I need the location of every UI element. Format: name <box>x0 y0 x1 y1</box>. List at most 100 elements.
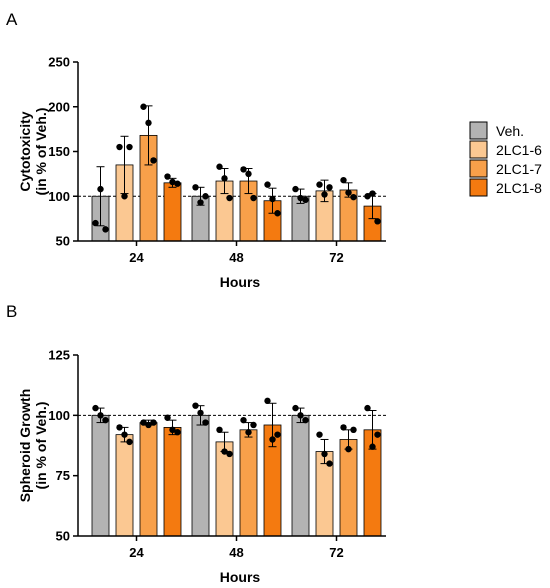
y-axis-title-line: (in % of Veh.) <box>33 402 49 490</box>
legend-label-2lc1-7: 2LC1-7 <box>496 161 542 177</box>
data-point <box>140 419 147 426</box>
bar <box>291 414 310 537</box>
x-tick-label: 72 <box>329 250 343 265</box>
y-tick-label: 100 <box>48 189 70 204</box>
data-point <box>221 175 228 182</box>
data-point <box>221 448 228 455</box>
x-axis-title: Hours <box>220 569 261 585</box>
data-point <box>197 409 204 417</box>
data-point <box>116 424 123 431</box>
data-point <box>374 218 381 225</box>
x-tick-label: 24 <box>129 250 144 265</box>
y-axis-title: Cytotoxicity(in % of Veh.) <box>17 108 49 196</box>
x-tick-label: 48 <box>229 545 243 560</box>
legend-label-2lc1-6: 2LC1-6 <box>496 142 542 158</box>
bar <box>163 182 182 242</box>
data-point <box>245 429 252 436</box>
data-point <box>164 173 171 180</box>
data-point <box>364 193 371 200</box>
data-point <box>340 424 347 431</box>
data-point <box>240 166 247 173</box>
bar <box>91 414 110 537</box>
data-point <box>202 419 209 426</box>
data-point <box>216 163 223 170</box>
data-point <box>216 426 223 434</box>
legend-label-2lc1-8: 2LC1-8 <box>496 180 542 196</box>
data-point <box>164 414 171 421</box>
data-point <box>326 460 333 467</box>
data-point <box>121 431 128 438</box>
data-point <box>369 190 376 197</box>
legend-label-veh: Veh. <box>496 123 524 139</box>
data-point <box>140 103 147 110</box>
bar <box>115 434 134 537</box>
data-point <box>150 157 157 164</box>
y-tick-label: 75 <box>56 468 70 483</box>
data-point <box>321 191 328 198</box>
y-tick-label: 150 <box>48 144 70 159</box>
bar <box>339 439 358 537</box>
y-axis-title-line: Spheroid Growth <box>17 389 33 503</box>
panel-label-b: B <box>6 302 17 321</box>
data-point <box>316 431 323 438</box>
data-point <box>145 421 152 429</box>
y-tick-label: 125 <box>48 348 70 363</box>
data-point <box>169 426 176 434</box>
data-point <box>92 219 99 227</box>
data-point <box>345 445 352 453</box>
x-tick-label: 48 <box>229 250 243 265</box>
y-tick-label: 50 <box>56 234 70 249</box>
data-point <box>264 397 271 405</box>
data-point <box>364 404 371 412</box>
legend: Veh. 2LC1-6 2LC1-7 2LC1-8 <box>469 121 542 197</box>
data-point <box>192 402 199 409</box>
data-point <box>197 199 204 206</box>
data-point <box>116 143 123 151</box>
data-point <box>250 421 257 429</box>
y-tick-label: 200 <box>48 99 70 114</box>
data-point <box>274 431 281 438</box>
data-point <box>150 419 157 426</box>
data-point <box>169 178 176 186</box>
data-point <box>126 143 133 151</box>
panel-label-a: A <box>6 10 18 29</box>
legend-swatch-2lc1-8 <box>469 178 488 197</box>
data-point <box>350 426 357 434</box>
data-point <box>264 181 271 188</box>
chart-spheroid-growth: 24 48 72 50 75 100 125 Hours Spheroid Growth(in … <box>17 348 386 585</box>
data-point <box>269 195 276 203</box>
bar <box>239 429 258 537</box>
data-point <box>369 443 376 450</box>
data-point <box>374 431 381 438</box>
y-tick-label: 250 <box>48 55 70 70</box>
data-point <box>102 226 109 233</box>
data-point <box>121 193 128 200</box>
data-point <box>226 194 233 202</box>
legend-swatch-veh <box>469 121 488 140</box>
legend-swatch-2lc1-7 <box>469 159 488 178</box>
bar <box>163 426 182 537</box>
data-point <box>340 176 347 184</box>
data-point <box>226 450 233 458</box>
data-point <box>345 189 352 196</box>
data-point <box>92 404 99 412</box>
data-point <box>202 193 209 200</box>
data-point <box>192 184 199 191</box>
data-point <box>250 194 257 202</box>
data-point <box>174 180 181 187</box>
legend-swatch-2lc1-6 <box>469 140 488 159</box>
data-point <box>145 119 152 127</box>
y-axis-title-line: (in % of Veh.) <box>33 108 49 196</box>
y-axis-title: Spheroid Growth(in % of Veh.) <box>17 389 49 503</box>
data-point <box>269 436 276 443</box>
data-point <box>97 412 104 419</box>
data-point <box>245 170 252 178</box>
data-point <box>297 194 304 202</box>
data-point <box>302 196 309 204</box>
x-tick-label: 24 <box>129 545 144 560</box>
x-tick-label: 72 <box>329 545 343 560</box>
data-point <box>292 185 299 193</box>
data-point <box>302 416 309 424</box>
y-axis-title-line: Cytotoxicity <box>17 111 33 191</box>
data-point <box>321 450 328 458</box>
